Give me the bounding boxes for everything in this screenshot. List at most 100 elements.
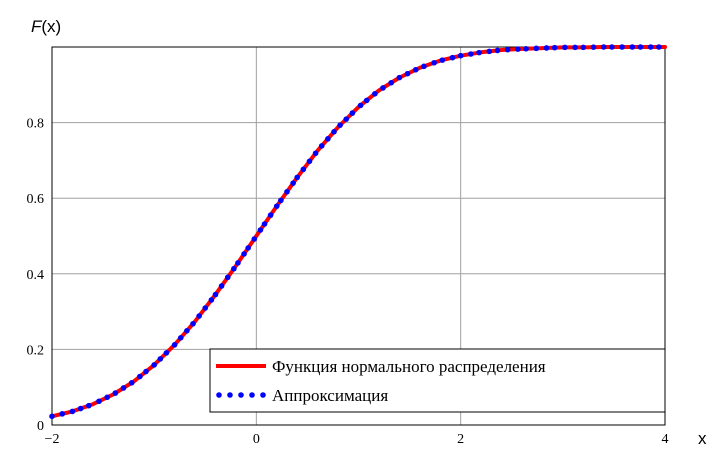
series-point-approx bbox=[235, 260, 241, 266]
y-tick-label: 0.6 bbox=[27, 192, 45, 207]
legend: Функция нормального распределения Аппрок… bbox=[209, 348, 666, 413]
series-point-approx bbox=[562, 44, 568, 51]
series-point-approx bbox=[202, 305, 209, 311]
series-point-approx bbox=[523, 45, 529, 52]
series-point-approx bbox=[224, 274, 231, 281]
legend-swatch-approx bbox=[216, 392, 266, 398]
series-point-approx bbox=[337, 122, 343, 128]
series-point-approx bbox=[457, 52, 464, 59]
legend-dot bbox=[260, 392, 266, 398]
series-point-approx bbox=[600, 44, 607, 50]
series-point-approx bbox=[543, 45, 550, 51]
series-point-approx bbox=[318, 143, 325, 149]
series-point-approx bbox=[609, 44, 615, 50]
series-point-approx bbox=[77, 405, 84, 412]
plot-frame bbox=[51, 46, 666, 426]
series-point-approx bbox=[85, 402, 92, 409]
legend-box bbox=[209, 348, 666, 413]
series-point-approx bbox=[257, 227, 264, 233]
series-point-approx bbox=[49, 413, 55, 420]
series-point-approx bbox=[184, 328, 190, 334]
series-point-approx bbox=[177, 335, 184, 341]
series-point-approx bbox=[312, 150, 319, 157]
series-point-approx bbox=[388, 79, 394, 86]
series-point-approx bbox=[157, 356, 164, 362]
series-point-approx bbox=[245, 245, 251, 251]
series-point-approx bbox=[449, 54, 456, 61]
tick-labels: −2 0 2 400.20.40.60.8 bbox=[27, 117, 669, 447]
series-point-approx bbox=[431, 59, 437, 66]
series-point-approx bbox=[421, 63, 427, 70]
y-tick-label: 0 bbox=[37, 419, 44, 434]
y-tick-label: 0.4 bbox=[27, 268, 45, 283]
series-point-approx bbox=[494, 47, 501, 54]
series-point-approx bbox=[218, 283, 225, 289]
x-tick-label: 0 bbox=[253, 432, 260, 447]
series-point-approx bbox=[306, 158, 313, 165]
series-point-approx bbox=[137, 373, 143, 380]
series-point-approx bbox=[120, 385, 127, 391]
x-tick-label: −2 bbox=[45, 432, 60, 447]
series-point-approx bbox=[261, 221, 268, 227]
series-point-approx bbox=[267, 212, 274, 218]
plot-border bbox=[51, 46, 666, 426]
x-axis-title: x bbox=[698, 429, 707, 448]
legend-label-approx: Аппроксимация bbox=[272, 386, 388, 405]
series-point-approx bbox=[212, 291, 219, 298]
series-point-approx bbox=[241, 251, 247, 257]
series-point-approx bbox=[551, 44, 558, 51]
y-axis-title-arg: (x) bbox=[41, 17, 61, 36]
series-point-approx bbox=[128, 380, 135, 386]
y-axis-title-func: F bbox=[31, 17, 43, 36]
y-tick-label: 0.2 bbox=[27, 343, 45, 358]
series-point-approx bbox=[69, 408, 76, 415]
series-point-approx bbox=[96, 398, 102, 405]
series-point-approx bbox=[396, 74, 403, 81]
series-point-approx bbox=[196, 313, 202, 319]
series-point-approx bbox=[439, 57, 446, 63]
series-point-approx bbox=[151, 362, 157, 368]
x-tick-label: 4 bbox=[662, 432, 669, 447]
series-point-approx bbox=[629, 44, 636, 50]
series-point-approx bbox=[363, 97, 370, 104]
series-point-approx bbox=[504, 46, 511, 53]
series-point-approx bbox=[190, 320, 196, 327]
legend-label-normal: Функция нормального распределения bbox=[272, 357, 546, 376]
series-point-approx bbox=[251, 236, 258, 242]
legend-dot bbox=[227, 392, 233, 398]
series-point-approx bbox=[656, 44, 662, 50]
y-axis-title: F(x) bbox=[31, 17, 61, 36]
series-point-approx bbox=[412, 66, 419, 73]
y-tick-label: 0.8 bbox=[27, 117, 45, 132]
series-point-approx bbox=[590, 44, 597, 50]
legend-dot bbox=[238, 392, 244, 398]
series-point-approx bbox=[331, 129, 337, 135]
series-point-approx bbox=[294, 174, 301, 181]
series-point-approx bbox=[580, 44, 587, 51]
series-point-approx bbox=[515, 46, 521, 52]
x-tick-label: 2 bbox=[457, 432, 464, 447]
series-point-approx bbox=[486, 48, 493, 55]
series-point-approx bbox=[619, 44, 625, 50]
series-point-approx bbox=[380, 85, 386, 91]
series-point-approx bbox=[325, 136, 331, 142]
series-point-approx bbox=[343, 116, 350, 122]
series-point-approx bbox=[533, 45, 540, 52]
series-layer bbox=[49, 44, 667, 420]
series-point-approx bbox=[357, 102, 364, 109]
series-point-approx bbox=[372, 91, 378, 97]
legend-dot bbox=[216, 392, 222, 398]
series-point-approx bbox=[290, 180, 296, 186]
series-point-approx bbox=[112, 390, 119, 396]
series-point-approx bbox=[143, 368, 149, 375]
series-point-approx bbox=[284, 188, 290, 195]
series-point-approx bbox=[231, 265, 237, 272]
series-point-approx bbox=[208, 297, 215, 303]
series-point-approx bbox=[300, 166, 307, 173]
series-point-approx bbox=[476, 49, 482, 56]
series-point-approx bbox=[468, 51, 474, 57]
series-point-approx bbox=[637, 44, 644, 50]
legend-dot bbox=[249, 392, 255, 398]
series-point-approx bbox=[572, 44, 578, 51]
